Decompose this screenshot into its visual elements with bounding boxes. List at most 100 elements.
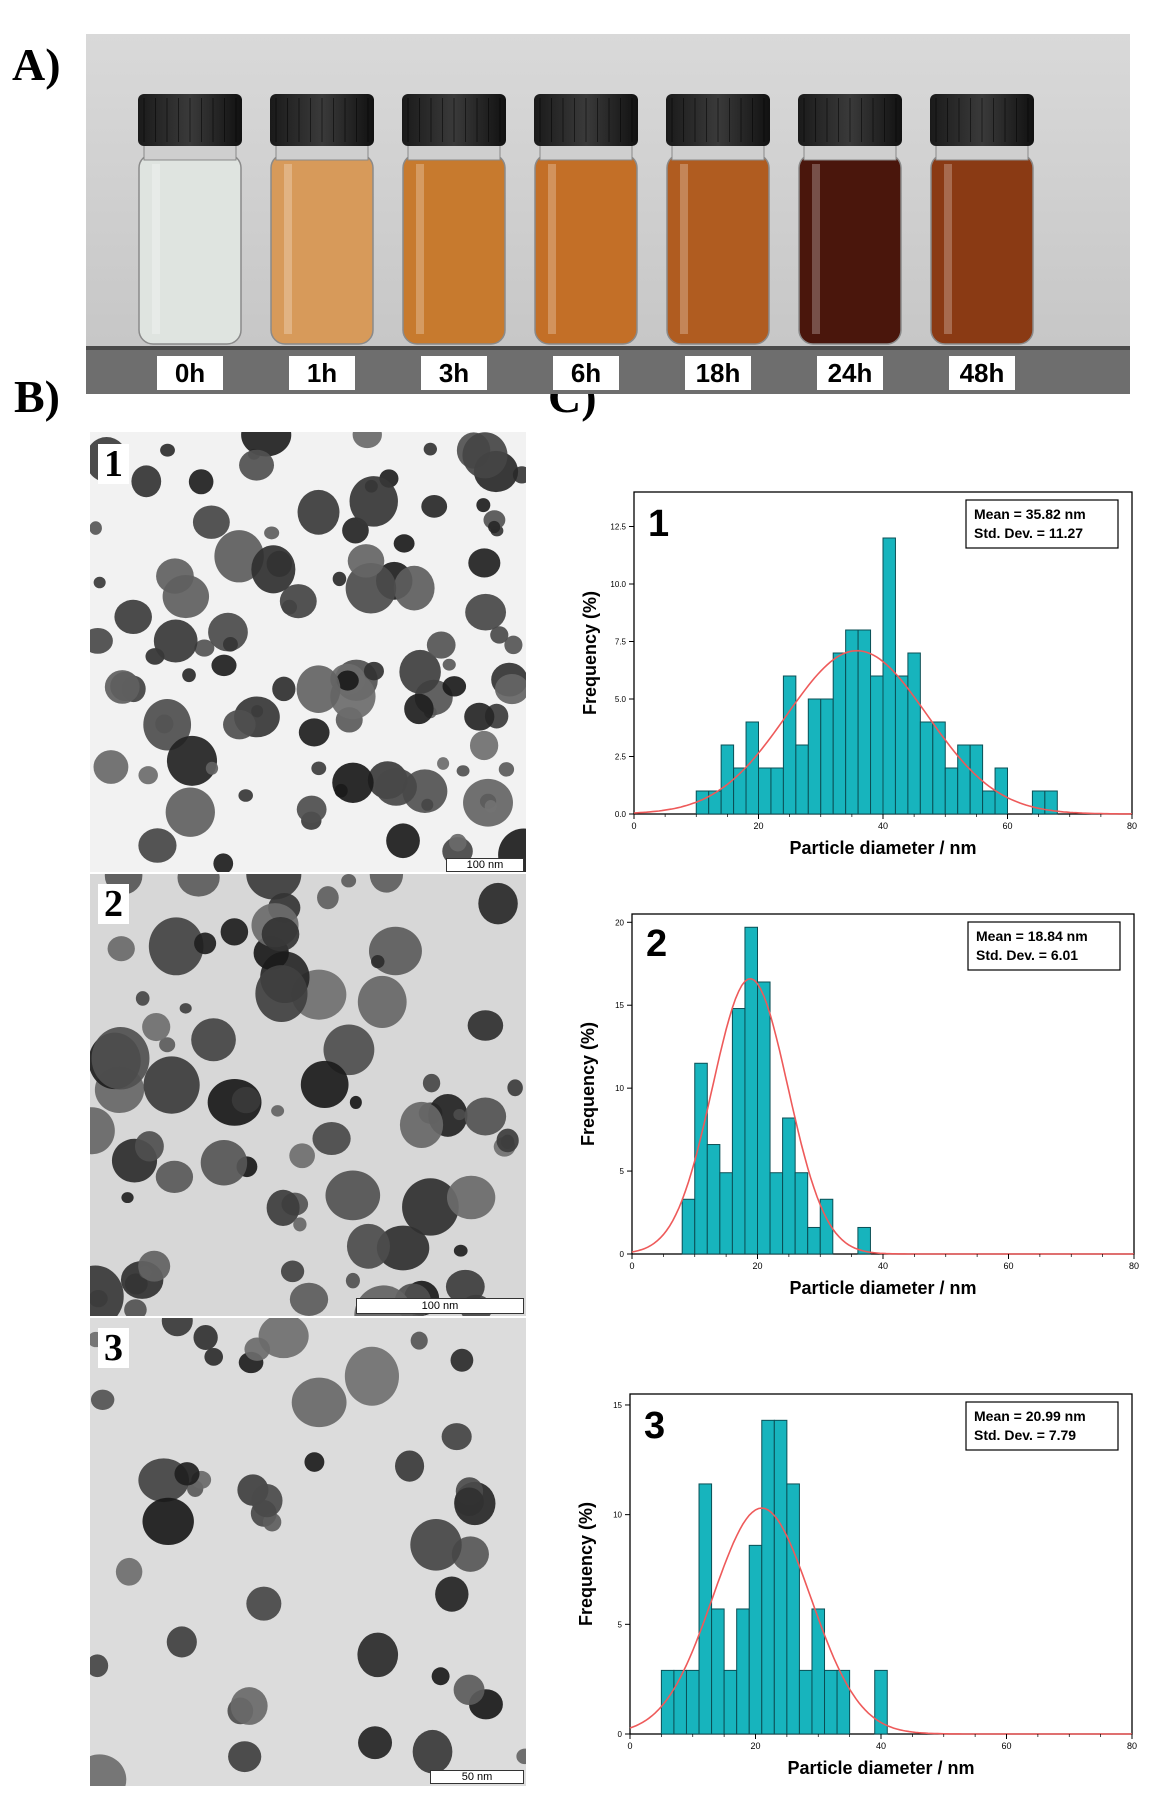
nanoparticle	[220, 918, 249, 946]
x-axis-label: Particle diameter / nm	[787, 1758, 974, 1778]
nanoparticle	[410, 1518, 462, 1571]
stats-mean: Mean = 35.82 nm	[974, 506, 1086, 522]
vial-photograph	[86, 34, 1130, 394]
histogram-panel-number: 3	[644, 1405, 665, 1447]
nanoparticle	[325, 1170, 381, 1221]
nanoparticle	[404, 693, 434, 725]
nanoparticle	[93, 576, 106, 589]
nanoparticle	[449, 833, 467, 852]
stats-std-dev: Std. Dev. = 11.27	[974, 525, 1083, 541]
nanoparticle	[393, 565, 435, 611]
nanoparticle	[138, 766, 158, 785]
x-tick-label: 0	[629, 1261, 634, 1271]
histogram-bar	[1044, 790, 1058, 815]
tem-image-2	[90, 874, 526, 1316]
nanoparticle	[143, 1056, 200, 1114]
nanoparticle	[317, 886, 339, 910]
nanoparticle	[478, 882, 518, 925]
histogram-2: 0 20 40 60 80 0 5 10 15 20 Particle diameter / nm F…	[578, 913, 1139, 1298]
panel-label-a: A)	[12, 39, 61, 90]
nanoparticle	[445, 1269, 485, 1304]
nanoparticle	[135, 991, 150, 1006]
nanoparticle	[446, 1175, 496, 1220]
nanoparticle	[279, 584, 317, 619]
nanoparticle	[90, 1107, 115, 1155]
histogram-bar	[748, 1544, 763, 1735]
nanoparticle	[230, 1687, 268, 1725]
nanoparticle	[358, 1726, 393, 1760]
y-tick-label: 7.5	[615, 638, 627, 647]
histogram-bar	[957, 744, 971, 815]
x-tick-label: 60	[1001, 1741, 1011, 1751]
nanoparticle	[160, 443, 175, 457]
y-axis-label: Frequency (%)	[576, 1502, 596, 1626]
nanoparticle	[90, 1289, 108, 1308]
histogram-bar	[836, 1669, 851, 1735]
nanoparticle	[153, 619, 198, 663]
histogram-3: 0 20 40 60 80 0 5 10 15 Particle diameter / nm Fre…	[576, 1393, 1137, 1778]
x-tick-label: 80	[1127, 1741, 1137, 1751]
histogram-bar	[919, 721, 934, 815]
histogram-bar	[782, 675, 797, 815]
tem-scale-bar-2: 100 nm	[356, 1298, 524, 1314]
y-tick-label: 0	[618, 1730, 623, 1739]
y-tick-label: 5.0	[615, 695, 627, 704]
nanoparticle	[349, 476, 398, 527]
nanoparticle	[454, 1487, 484, 1516]
nanoparticle	[344, 1346, 399, 1406]
nanoparticle	[435, 1576, 469, 1612]
tem-panel-number-3: 3	[98, 1328, 129, 1368]
y-tick-label: 10	[613, 1511, 622, 1520]
histogram-bar	[694, 1062, 708, 1255]
histogram-bar	[685, 1669, 700, 1735]
x-tick-label: 60	[1003, 1261, 1013, 1271]
nanoparticle	[465, 593, 507, 631]
nanoparticle	[272, 676, 296, 702]
histogram-bar	[731, 1008, 746, 1255]
gaussian-fit-curve	[629, 1507, 1132, 1735]
x-axis-label: Particle diameter / nm	[789, 838, 976, 858]
histogram-bar	[698, 1483, 713, 1735]
tem-image-1	[90, 432, 526, 872]
vial-label-6h: 6h	[553, 356, 619, 390]
nanoparticle	[264, 526, 280, 540]
stats-std-dev: Std. Dev. = 6.01	[976, 947, 1078, 963]
tem-image-3	[90, 1318, 526, 1786]
nanoparticle	[251, 1483, 283, 1518]
y-tick-label: 5	[620, 1167, 625, 1176]
histogram-bar	[708, 790, 722, 815]
x-tick-label: 0	[627, 1741, 632, 1751]
vial-label-18h: 18h	[685, 356, 751, 390]
nanoparticle	[421, 798, 434, 811]
y-tick-label: 5	[618, 1620, 623, 1629]
x-tick-label: 20	[750, 1741, 760, 1751]
nanoparticle	[246, 1586, 282, 1621]
histogram-bar	[1031, 790, 1046, 815]
histogram-bar	[660, 1669, 675, 1735]
stats-box	[967, 921, 1121, 971]
nanoparticle	[300, 1060, 349, 1109]
nanoparticle	[90, 1754, 127, 1786]
y-tick-label: 20	[615, 918, 624, 927]
panel-label-b: B)	[14, 371, 60, 422]
tem-scale-bar-1: 100 nm	[446, 858, 524, 872]
histogram-bar	[744, 926, 758, 1255]
nanoparticle	[91, 1026, 150, 1090]
nanoparticle	[255, 965, 308, 1023]
histogram-panel-number: 2	[646, 923, 667, 965]
histogram-bar	[932, 721, 946, 815]
vial-0h	[138, 94, 242, 345]
nanoparticle	[134, 1131, 164, 1162]
vial-6h	[534, 94, 638, 345]
nanoparticle	[369, 874, 404, 893]
histogram-bar	[857, 629, 872, 815]
nanoparticle	[204, 1347, 224, 1366]
histogram-bar	[857, 1226, 871, 1255]
histogram-bar	[758, 767, 772, 815]
nanoparticle	[456, 765, 470, 777]
nanoparticle	[148, 917, 204, 976]
nanoparticle	[488, 520, 501, 534]
histogram-bar	[894, 675, 909, 815]
nanoparticle	[349, 1095, 362, 1110]
y-tick-label: 15	[615, 1001, 624, 1010]
